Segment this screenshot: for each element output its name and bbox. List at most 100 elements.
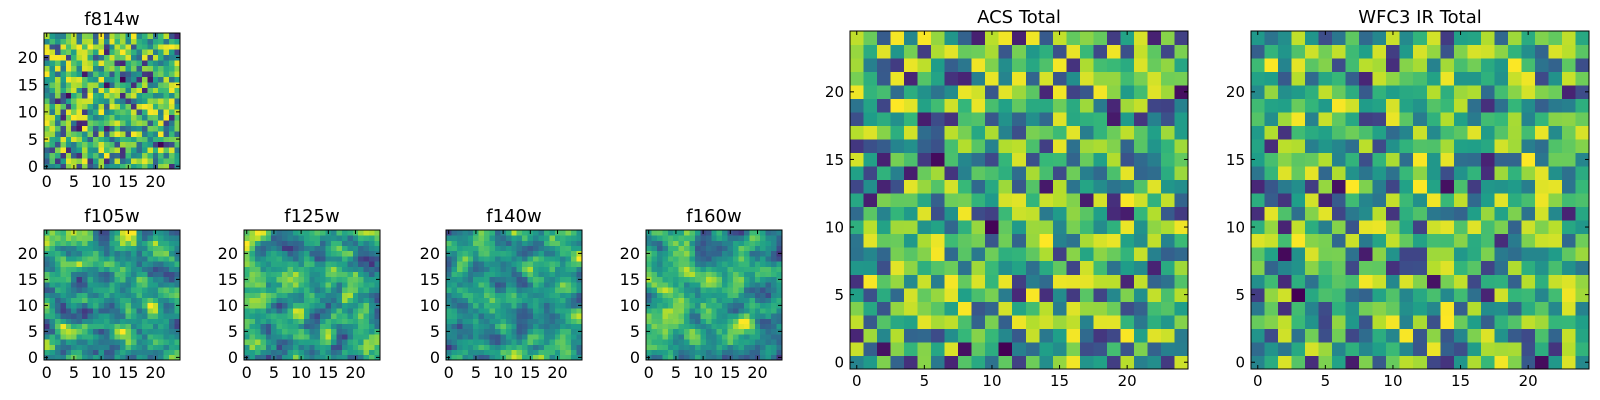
heatmap-cell — [1494, 98, 1509, 113]
heatmap-cell — [931, 328, 946, 343]
heatmap-cell — [727, 276, 734, 283]
heatmap-cell — [98, 54, 105, 61]
heatmap-cell — [971, 152, 986, 167]
heatmap-cell — [92, 235, 99, 241]
heatmap-cell — [325, 276, 332, 283]
heatmap-cell — [336, 282, 343, 288]
heatmap-cell — [120, 354, 126, 361]
heatmap-cell — [287, 302, 294, 309]
heatmap-cell — [147, 92, 154, 99]
heatmap-cell — [890, 85, 905, 99]
heatmap-cell — [1494, 31, 1509, 45]
heatmap-cell — [298, 235, 305, 241]
heatmap-cell — [331, 256, 337, 262]
heatmap-cell — [374, 282, 381, 288]
heatmap-cell — [254, 245, 261, 252]
heatmap-cell — [320, 266, 326, 272]
heatmap-cell — [958, 193, 973, 208]
heatmap-cell — [1120, 31, 1135, 45]
heatmap-cell — [98, 60, 105, 67]
heatmap-cell — [1066, 58, 1081, 72]
heatmap-cell — [1413, 193, 1428, 208]
heatmap-cell — [473, 282, 480, 288]
heatmap-cell — [931, 193, 946, 208]
heatmap-cell — [1039, 44, 1054, 59]
heatmap-cell — [1012, 301, 1027, 316]
heatmap-cell — [651, 313, 658, 319]
heatmap-cell — [571, 235, 577, 241]
heatmap-cell — [158, 313, 165, 319]
heatmap-cell — [877, 125, 891, 140]
y-tick-label: 5 — [28, 322, 38, 341]
heatmap-cell — [1147, 328, 1162, 343]
heatmap-cell — [1507, 341, 1522, 356]
heatmap-cell — [1386, 314, 1401, 329]
heatmap-cell — [1106, 31, 1121, 45]
heatmap-cell — [298, 240, 305, 246]
heatmap-cell — [114, 349, 121, 356]
heatmap-cell — [667, 313, 674, 319]
heatmap-cell — [727, 302, 734, 309]
heatmap-cell — [98, 109, 105, 115]
heatmap-cell — [733, 230, 739, 236]
heatmap-cell — [998, 355, 1013, 370]
heatmap-cell — [174, 158, 181, 164]
heatmap-cell — [1012, 152, 1027, 167]
heatmap-cell — [1264, 287, 1279, 302]
heatmap-cell — [109, 109, 116, 115]
heatmap-cell — [1453, 44, 1468, 59]
heatmap-cell — [163, 98, 170, 105]
heatmap-cell — [87, 49, 94, 56]
heatmap-cell — [141, 114, 148, 121]
heatmap-cell — [1160, 193, 1175, 208]
heatmap-cell — [271, 256, 278, 262]
heatmap-cell — [533, 276, 539, 283]
heatmap-cell — [1561, 341, 1576, 356]
heatmap-cell — [363, 313, 370, 319]
heatmap-cell — [65, 354, 72, 361]
heatmap-cell — [271, 266, 278, 272]
heatmap-cell — [1494, 220, 1509, 235]
heatmap-cell — [1480, 220, 1495, 235]
panel-title: f105w — [84, 206, 139, 227]
heatmap-cell — [1291, 193, 1306, 208]
heatmap-cell — [1453, 193, 1468, 208]
heatmap-cell — [120, 43, 126, 50]
heatmap-cell — [998, 58, 1013, 72]
heatmap-cell — [309, 271, 316, 278]
heatmap-cell — [49, 49, 56, 56]
heatmap-cell — [516, 339, 523, 345]
heatmap-cell — [147, 349, 154, 356]
heatmap-cell — [1507, 287, 1522, 302]
heatmap-cell — [1332, 44, 1347, 59]
heatmap-cell — [369, 235, 375, 241]
heatmap-cell — [114, 136, 121, 143]
heatmap-cell — [776, 240, 783, 246]
heatmap-cell — [1440, 206, 1455, 221]
heatmap-cell — [147, 98, 154, 105]
heatmap-cell — [163, 318, 170, 324]
heatmap-cell — [890, 31, 905, 45]
heatmap-cell — [533, 297, 539, 304]
heatmap-cell — [1332, 341, 1347, 356]
heatmap-cell — [1386, 166, 1401, 181]
heatmap-cell — [87, 147, 94, 154]
heatmap-cell — [174, 308, 181, 314]
heatmap-cell — [98, 49, 105, 56]
heatmap-cell — [341, 318, 348, 324]
heatmap-cell — [125, 114, 132, 121]
heatmap-cell — [347, 318, 354, 324]
heatmap-cell — [505, 328, 512, 335]
heatmap-cell — [700, 235, 707, 241]
heatmap-cell — [656, 339, 663, 345]
heatmap-cell — [1534, 152, 1549, 167]
x-tick-label: 15 — [720, 363, 740, 382]
heatmap-cell — [890, 98, 905, 113]
heatmap-cell — [152, 109, 159, 115]
heatmap-cell — [125, 65, 132, 72]
heatmap-cell — [141, 43, 148, 50]
heatmap-cell — [92, 92, 99, 99]
heatmap-cell — [147, 81, 154, 88]
heatmap-cell — [877, 152, 891, 167]
heatmap-cell — [1012, 233, 1027, 248]
